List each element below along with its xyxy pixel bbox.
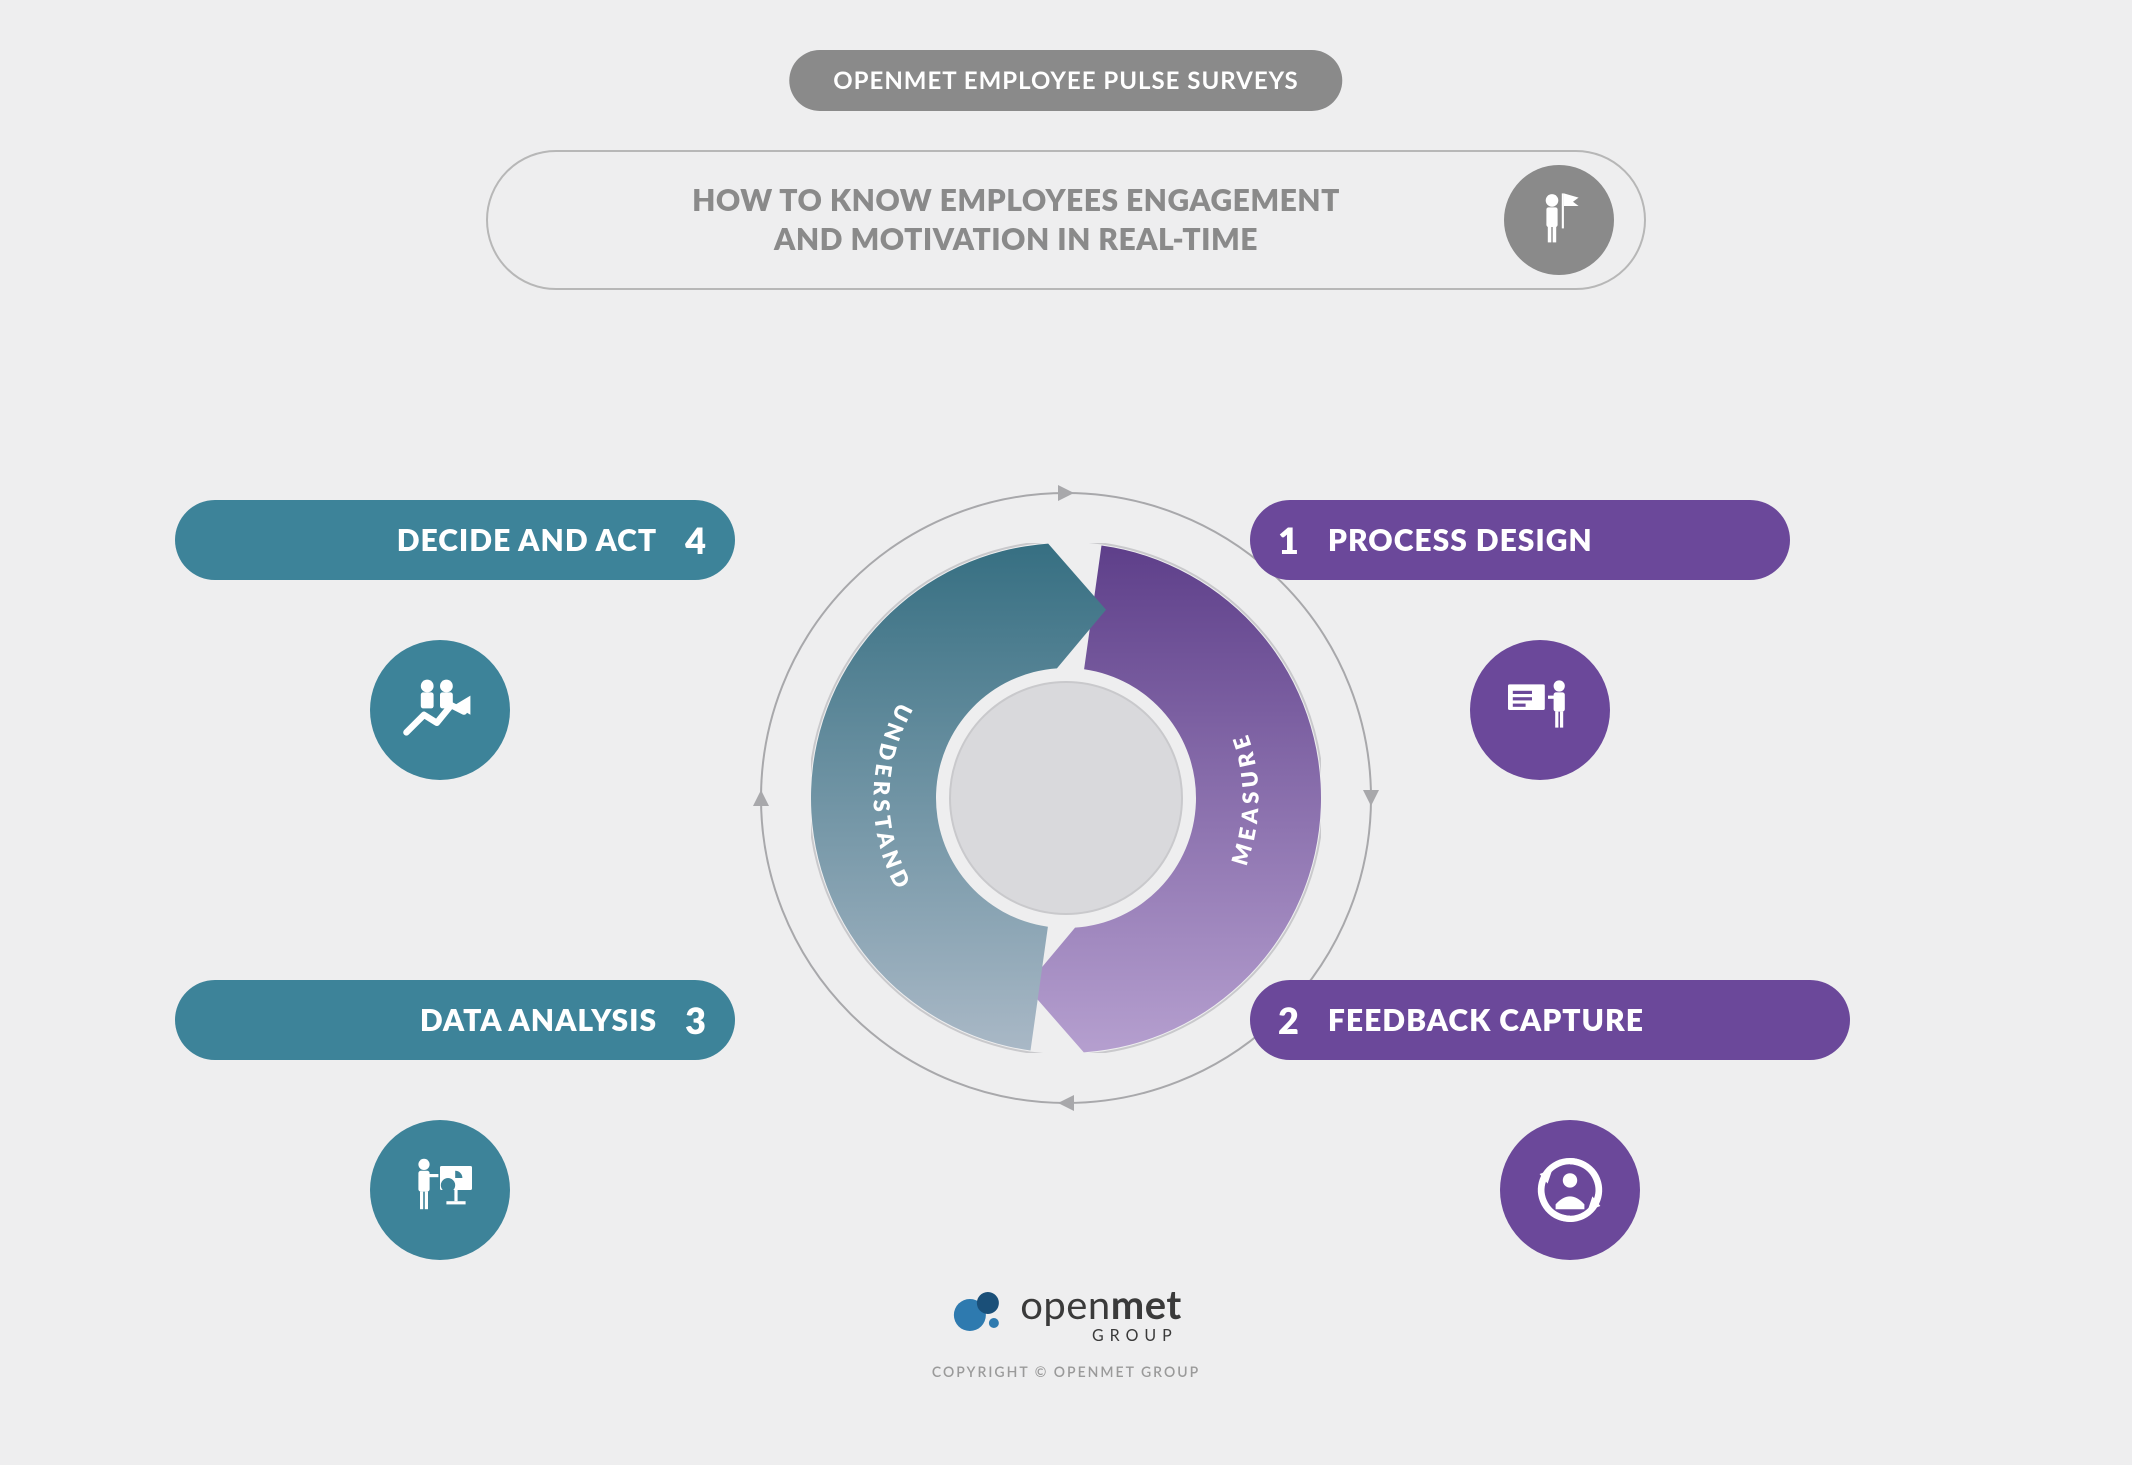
step-label: FEEDBACK CAPTURE [1328,1002,1644,1038]
title-icon-circle [1504,165,1614,275]
title-box: HOW TO KNOW EMPLOYEES ENGAGEMENT AND MOT… [486,150,1646,290]
step-pill-4: DECIDE AND ACT 4 [175,500,735,580]
infographic-canvas: OPENMET EMPLOYEE PULSE SURVEYS HOW TO KN… [0,0,2132,1465]
step-label: PROCESS DESIGN [1328,522,1593,558]
brand-bold: met [1111,1280,1182,1328]
step-pill-1: 1 PROCESS DESIGN [1250,500,1790,580]
header-pill: OPENMET EMPLOYEE PULSE SURVEYS [789,50,1342,111]
step-label: DECIDE AND ACT [397,522,657,558]
brand-wordmark: openmet [1020,1280,1182,1328]
logo-mark-icon [950,1285,1006,1341]
analysis-icon [370,1120,510,1260]
brand-light: open [1020,1280,1111,1328]
header-pill-text: OPENMET EMPLOYEE PULSE SURVEYS [833,66,1298,95]
step-number: 2 [1278,998,1300,1042]
title-line-2: AND MOTIVATION IN REAL-TIME [774,221,1258,257]
step-number: 4 [685,518,707,562]
person-flag-icon [1524,185,1594,255]
growth-people-icon [370,640,510,780]
step-pill-3: DATA ANALYSIS 3 [175,980,735,1060]
step-number: 3 [685,998,707,1042]
donut-chart: MEASUREUNDERSTAND [811,543,1321,1053]
brand-logo: openmet GROUP [932,1280,1200,1345]
step-label: DATA ANALYSIS [420,1002,657,1038]
copyright-text: COPYRIGHT © OPENMET GROUP [932,1363,1200,1380]
footer: openmet GROUP COPYRIGHT © OPENMET GROUP [932,1280,1200,1380]
brand-sub: GROUP [1020,1326,1182,1345]
feedback-cycle-icon [1500,1120,1640,1260]
title-line-1: HOW TO KNOW EMPLOYEES ENGAGEMENT [692,182,1340,218]
title-text: HOW TO KNOW EMPLOYEES ENGAGEMENT AND MOT… [548,181,1504,259]
presentation-icon [1470,640,1610,780]
step-pill-2: 2 FEEDBACK CAPTURE [1250,980,1850,1060]
step-number: 1 [1278,518,1300,562]
